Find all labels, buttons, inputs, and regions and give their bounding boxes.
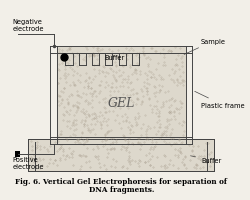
Text: Buffer: Buffer	[105, 54, 125, 60]
Text: GEL: GEL	[108, 96, 135, 109]
Text: DNA fragments.: DNA fragments.	[89, 185, 154, 193]
Bar	[56, 47, 186, 145]
Text: Negative
electrode: Negative electrode	[12, 19, 44, 32]
Bar	[28, 140, 214, 171]
Text: Sample: Sample	[184, 39, 226, 55]
Text: Fig. 6. Vertical Gel Electrophoresis for separation of: Fig. 6. Vertical Gel Electrophoresis for…	[15, 177, 227, 185]
Bar	[15, 152, 20, 157]
Text: Plastic frame: Plastic frame	[195, 92, 245, 108]
Text: Buffer: Buffer	[190, 156, 221, 163]
Text: Positive
electrode: Positive electrode	[12, 156, 44, 169]
